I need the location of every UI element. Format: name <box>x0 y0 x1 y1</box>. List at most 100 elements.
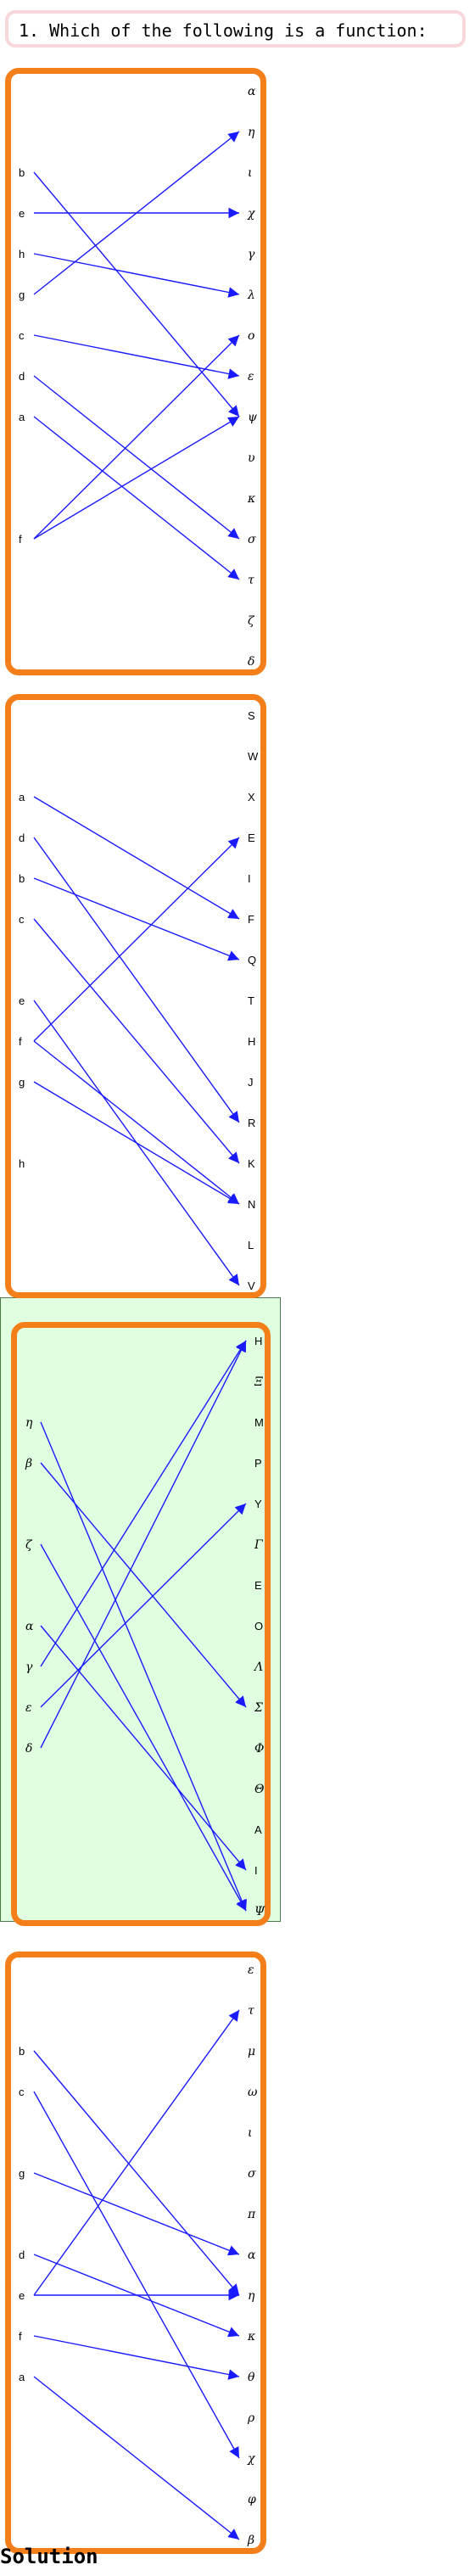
domain-label: a <box>19 411 25 423</box>
mapping-arrow <box>34 2051 239 2295</box>
mapping-arrow <box>34 335 239 376</box>
codomain-label: γ <box>248 248 255 261</box>
mapping-group-2: a d b c e f g h S W X E I F Q T H J R K N L V <box>19 709 259 1292</box>
codomain-label: ζ <box>248 614 255 628</box>
codomain-label: υ <box>248 451 255 465</box>
codomain-label: ι <box>248 166 253 180</box>
codomain-label: Q <box>248 954 256 966</box>
codomain-label: E <box>254 1579 262 1592</box>
mapping-arrow <box>41 1626 246 1870</box>
codomain-label: ψ <box>248 411 258 424</box>
codomain-label: φ <box>248 2493 256 2506</box>
domain-label: d <box>19 832 25 844</box>
codomain-label: J <box>248 1076 254 1089</box>
codomain-label: A <box>254 1823 262 1836</box>
codomain-label: H <box>254 1335 262 1347</box>
domain-label: ε <box>25 1701 32 1715</box>
domain-label: b <box>19 2045 25 2058</box>
codomain-label: π <box>247 2208 256 2221</box>
codomain-label: Ψ <box>254 1905 265 1918</box>
domain-label: η <box>25 1416 33 1430</box>
codomain-label: λ <box>247 288 255 302</box>
codomain-label: σ <box>248 2167 256 2181</box>
codomain-label: κ <box>247 492 255 506</box>
domain-label: f <box>19 1035 22 1048</box>
codomain-label: η <box>248 2289 255 2303</box>
codomain-label: ο <box>248 329 254 343</box>
mapping-arrow <box>34 919 239 1163</box>
codomain-label: α <box>248 85 256 98</box>
codomain-label: I <box>254 1864 258 1877</box>
codomain-label: ω <box>248 2086 258 2099</box>
codomain-label: τ <box>248 2004 254 2018</box>
mapping-arrow <box>41 1504 246 1707</box>
codomain-label: E <box>248 832 255 844</box>
domain-label: c <box>19 329 25 342</box>
codomain-label: P <box>254 1457 262 1470</box>
codomain-label: β <box>247 2534 254 2547</box>
domain-label: d <box>19 370 25 383</box>
domain-label: δ <box>25 1742 32 1756</box>
mapping-arrow <box>34 376 239 539</box>
mapping-arrow <box>41 1544 246 1911</box>
domain-label: e <box>19 2289 25 2302</box>
mapping-arrow <box>34 837 239 1123</box>
domain-label: h <box>19 1157 25 1170</box>
codomain-label: μ <box>248 2045 255 2058</box>
codomain-label: O <box>254 1620 263 1632</box>
mapping-arrow <box>41 1422 246 1911</box>
codomain-label: N <box>248 1198 255 1211</box>
codomain-label: τ <box>248 574 254 587</box>
mapping-arrow <box>41 1341 246 1748</box>
domain-label: b <box>19 872 25 885</box>
domain-label: γ <box>25 1660 33 1674</box>
domain-label: a <box>19 2371 25 2383</box>
codomain-label: χ <box>247 2452 256 2466</box>
mapping-arrow <box>34 335 239 539</box>
mapping-group-3: η β ζ α γ ε δ H Ξ M P Y Γ E O Λ Σ Φ Θ A I Ψ <box>25 1335 265 1918</box>
codomain-label: I <box>248 872 251 885</box>
domain-label: ζ <box>25 1538 33 1552</box>
mapping-arrow <box>41 1341 246 1666</box>
mapping-arrow <box>34 1082 239 1204</box>
codomain-label: R <box>248 1117 255 1129</box>
mapping-arrow <box>34 2173 239 2254</box>
codomain-label: ρ <box>247 2411 255 2425</box>
mapping-arrow <box>41 1463 246 1707</box>
domain-label: a <box>19 791 25 804</box>
domain-label: h <box>19 248 25 260</box>
codomain-label: η <box>248 126 255 139</box>
codomain-label: K <box>248 1157 255 1170</box>
codomain-label: ι <box>248 2126 253 2140</box>
mapping-arrow <box>34 254 239 294</box>
mapping-arrow <box>34 1041 239 1204</box>
domain-label: c <box>19 2086 25 2098</box>
domain-label: β <box>25 1457 32 1470</box>
mapping-arrow <box>34 2377 239 2540</box>
solution-heading: Solution <box>0 2545 98 2568</box>
domain-label: e <box>19 207 25 220</box>
domain-label: g <box>19 288 25 301</box>
codomain-label: Ξ <box>254 1375 263 1389</box>
codomain-label: Y <box>254 1498 262 1510</box>
codomain-label: χ <box>247 207 256 221</box>
mapping-arrow <box>34 2010 239 2295</box>
codomain-label: θ <box>248 2371 255 2384</box>
codomain-label: Σ <box>254 1701 263 1715</box>
mapping-arrow <box>34 417 239 539</box>
codomain-label: ε <box>248 1963 254 1977</box>
codomain-label: L <box>248 1239 254 1252</box>
mapping-arrow <box>34 417 239 580</box>
domain-label: e <box>19 994 25 1007</box>
codomain-label: W <box>248 750 259 763</box>
codomain-label: Λ <box>253 1660 263 1674</box>
domain-label: d <box>19 2248 25 2261</box>
codomain-label: Θ <box>254 1783 265 1796</box>
codomain-label: Φ <box>254 1742 264 1756</box>
domain-label: g <box>19 2167 25 2180</box>
domain-label: c <box>19 913 25 926</box>
codomain-label: Γ <box>254 1538 264 1552</box>
codomain-label: F <box>248 913 254 926</box>
codomain-label: δ <box>248 655 254 669</box>
